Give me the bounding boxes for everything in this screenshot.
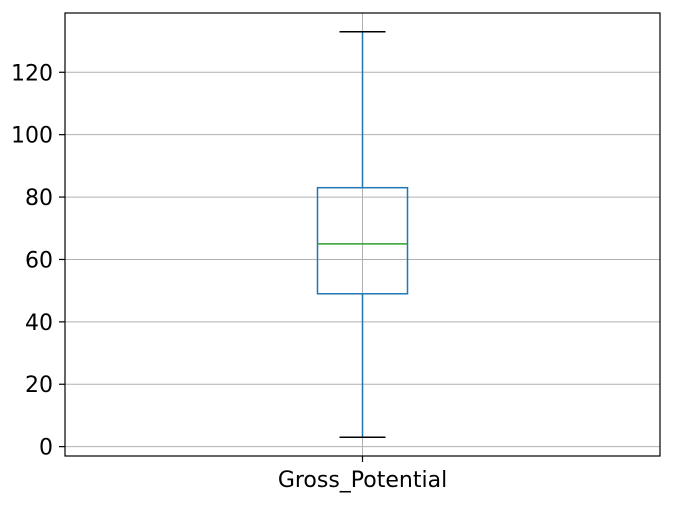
x-axis: Gross_Potential bbox=[278, 456, 447, 493]
y-tick-label: 120 bbox=[11, 61, 53, 86]
y-tick-label: 0 bbox=[39, 436, 53, 461]
y-tick-label: 100 bbox=[11, 124, 53, 149]
x-tick-label: Gross_Potential bbox=[278, 468, 447, 493]
y-axis: 0 20 40 60 80 100 120 bbox=[11, 61, 65, 461]
iqr-box bbox=[316, 186, 409, 295]
y-tick-label: 20 bbox=[25, 373, 53, 398]
boxes-layer bbox=[316, 30, 409, 439]
y-tick-label: 80 bbox=[25, 186, 53, 211]
y-tick-label: 40 bbox=[25, 311, 53, 336]
y-tick-label: 60 bbox=[25, 248, 53, 273]
